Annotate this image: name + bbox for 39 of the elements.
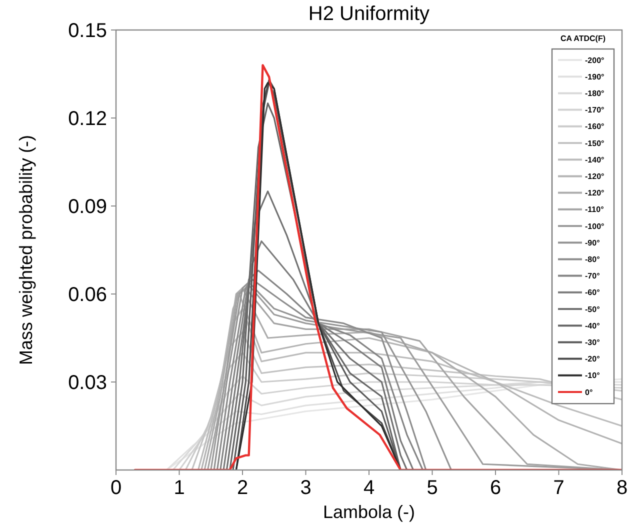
x-tick-label: 3 (300, 477, 312, 499)
x-tick-label: 4 (363, 477, 375, 499)
legend-label: -80° (585, 255, 600, 264)
legend-label: -180° (585, 89, 604, 98)
y-tick-label: 0.06 (68, 284, 107, 306)
legend-label: -40° (585, 321, 600, 330)
x-tick-label: 5 (426, 477, 438, 499)
legend-label: -90° (585, 238, 600, 248)
legend-label: 0° (585, 388, 593, 397)
chart-title: H2 Uniformity (308, 3, 430, 25)
x-tick-label: 8 (616, 477, 628, 499)
legend-label: -160° (585, 122, 604, 132)
y-tick-label: 0.15 (68, 20, 107, 42)
y-tick-label: 0.12 (68, 108, 107, 130)
legend-label: -70° (585, 272, 600, 281)
x-tick-label: 1 (174, 477, 185, 499)
legend-label: -100° (585, 222, 604, 231)
x-tick-label: 6 (490, 477, 502, 499)
legend-label: -120° (585, 172, 604, 181)
legend-label: -150° (585, 138, 604, 148)
legend-label: -20° (585, 354, 600, 364)
legend-label: -10° (585, 371, 600, 380)
legend-label: -110° (585, 205, 604, 214)
legend-label: -190° (585, 72, 604, 82)
x-tick-label: 0 (110, 477, 122, 499)
legend-label: -120° (585, 188, 604, 198)
legend-label: -60° (585, 288, 600, 298)
y-axis-title: Mass weighted probability (-) (16, 134, 36, 366)
x-tick-label: 7 (553, 477, 564, 499)
legend-title: CA ATDC(F) (560, 34, 606, 43)
x-axis-title: Lambola (-) (322, 502, 416, 522)
y-tick-label: 0.03 (68, 372, 107, 394)
x-tick-label: 2 (236, 477, 248, 499)
legend-label: -200° (585, 56, 604, 65)
y-tick-label: 0.09 (68, 196, 107, 218)
legend-label: -50° (585, 304, 600, 314)
legend-label: -30° (585, 338, 600, 347)
legend-label: -140° (585, 155, 604, 164)
legend-label: -170° (585, 106, 604, 115)
